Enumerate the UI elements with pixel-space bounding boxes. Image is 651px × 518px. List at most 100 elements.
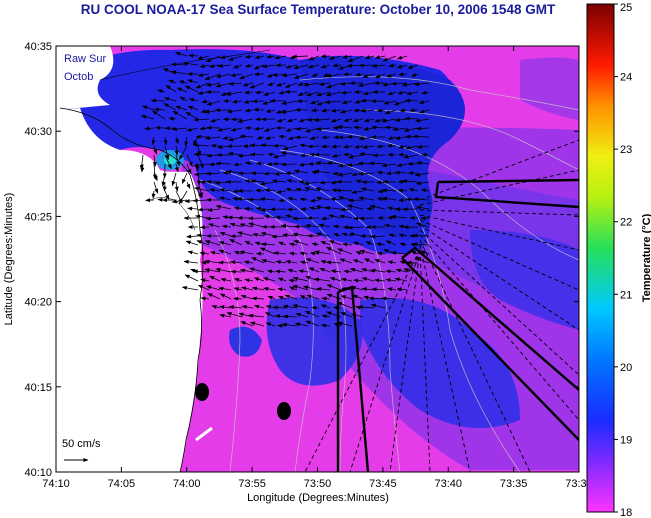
current-vector — [320, 241, 331, 246]
colorbar-tick-label: 25 — [620, 2, 632, 14]
current-vector — [355, 251, 364, 256]
current-vector — [209, 188, 221, 192]
current-vector — [324, 100, 342, 105]
current-vector — [281, 109, 298, 114]
current-vector — [394, 277, 408, 282]
current-vector — [382, 55, 397, 62]
current-vector — [360, 108, 375, 113]
current-vector — [371, 125, 386, 130]
current-vector — [164, 190, 170, 200]
current-vector — [263, 286, 276, 291]
current-vector — [197, 154, 204, 169]
current-vector — [163, 136, 168, 146]
current-vector — [381, 188, 397, 193]
map-title: RU COOL NOAA-17 Sea Surface Temperature:… — [80, 2, 556, 17]
current-vector — [272, 179, 287, 184]
current-vector — [208, 223, 221, 228]
current-vector — [217, 63, 232, 68]
current-vector — [265, 109, 276, 113]
current-vector — [306, 294, 320, 300]
current-vector — [162, 181, 167, 192]
x-tick-label: 74:05 — [108, 478, 136, 490]
current-vector — [298, 269, 309, 274]
current-vector — [397, 188, 408, 193]
current-vector — [204, 259, 221, 264]
current-vector — [406, 260, 419, 265]
current-vector — [289, 242, 298, 247]
current-vector — [332, 63, 342, 68]
current-vector — [370, 234, 386, 239]
current-vector — [168, 116, 177, 121]
current-vector — [359, 152, 375, 157]
current-vector — [294, 169, 309, 174]
current-vector — [174, 181, 179, 192]
current-vector — [199, 251, 210, 256]
current-vector — [267, 269, 276, 274]
current-vector — [188, 53, 199, 58]
current-vector — [376, 170, 386, 175]
current-vector — [230, 127, 243, 132]
y-axis-label: Latitude (Degrees:Minutes) — [3, 193, 15, 326]
sst-field — [56, 46, 579, 472]
current-vector — [234, 206, 243, 211]
current-vector — [337, 124, 353, 129]
current-vector — [200, 278, 210, 283]
current-vector — [225, 91, 243, 96]
current-vector — [282, 145, 298, 151]
current-vector — [184, 85, 199, 93]
current-vector — [305, 320, 320, 327]
current-vector — [172, 110, 188, 120]
current-vector — [416, 181, 430, 186]
current-vector — [230, 269, 243, 274]
current-vector — [304, 310, 320, 318]
x-tick-label: 73:55 — [238, 478, 266, 490]
current-vector — [216, 73, 232, 79]
current-vector — [197, 55, 210, 60]
current-vector — [329, 277, 342, 282]
current-vector — [250, 321, 265, 327]
current-vector — [353, 241, 364, 246]
current-vector — [206, 100, 221, 106]
current-vector — [265, 322, 276, 327]
current-vector — [330, 118, 342, 123]
current-vector — [369, 204, 386, 210]
current-vector — [287, 268, 298, 273]
current-vector — [307, 144, 320, 149]
current-vector — [417, 144, 430, 149]
current-vector — [341, 90, 353, 95]
current-vector — [337, 321, 353, 327]
current-vector — [298, 118, 309, 123]
current-vector — [205, 136, 221, 141]
colorbar-label: Temperature (°C) — [641, 213, 651, 302]
current-vector — [358, 82, 375, 88]
current-vector — [183, 259, 199, 264]
current-vector — [243, 99, 254, 104]
current-vector — [142, 105, 155, 111]
current-vector — [239, 268, 254, 273]
current-vector — [361, 277, 375, 282]
current-vector — [206, 171, 221, 176]
current-vector — [351, 190, 364, 194]
current-vector — [174, 163, 179, 173]
current-vector — [352, 294, 364, 300]
current-vector — [376, 108, 386, 113]
current-vector — [358, 171, 375, 176]
current-vector — [293, 64, 309, 70]
current-vector — [398, 152, 408, 157]
current-vector — [311, 108, 320, 113]
current-vector — [321, 135, 331, 140]
current-vector — [254, 304, 265, 309]
current-vector — [233, 296, 243, 301]
current-vector — [293, 73, 309, 79]
current-vector — [414, 172, 430, 177]
current-vector — [284, 82, 298, 88]
current-vector — [371, 63, 386, 68]
current-vector — [239, 134, 254, 139]
current-vector — [171, 127, 188, 132]
current-vector — [370, 268, 386, 273]
current-vector — [309, 136, 320, 140]
current-vector — [231, 117, 243, 122]
current-vector — [278, 241, 287, 246]
current-vector — [352, 118, 364, 123]
current-vector — [413, 197, 430, 202]
